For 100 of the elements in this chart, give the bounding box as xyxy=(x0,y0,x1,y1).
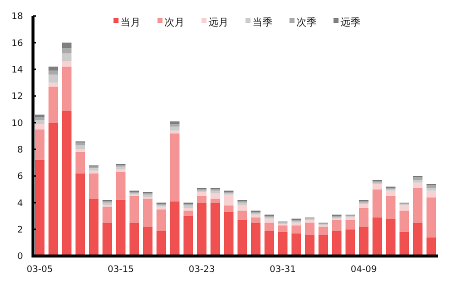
bar xyxy=(413,180,422,183)
bar xyxy=(35,120,44,124)
y-tick-label: 0 xyxy=(17,252,24,262)
bar xyxy=(89,168,98,171)
bar xyxy=(35,160,44,256)
bar xyxy=(292,225,301,234)
bar xyxy=(372,184,382,190)
bar xyxy=(386,190,396,196)
bar xyxy=(264,230,274,256)
bar xyxy=(48,82,58,87)
bar xyxy=(238,205,247,211)
bar xyxy=(318,226,328,235)
bar xyxy=(278,232,288,256)
bar xyxy=(264,222,274,231)
bar xyxy=(210,198,220,203)
bar xyxy=(76,149,85,152)
bar xyxy=(413,182,422,188)
legend-label: 次季 xyxy=(296,16,316,28)
bar xyxy=(210,190,220,194)
bar xyxy=(62,42,72,48)
legend-label: 当季 xyxy=(252,16,272,28)
bar xyxy=(35,117,44,120)
bar xyxy=(278,225,288,232)
bar xyxy=(184,216,193,256)
bar xyxy=(116,169,126,172)
legend-label: 远季 xyxy=(340,16,360,28)
bar xyxy=(170,133,180,202)
bar xyxy=(346,217,355,220)
bar xyxy=(251,214,260,218)
bar xyxy=(48,86,58,123)
bar xyxy=(224,205,234,212)
y-tick-label: 2 xyxy=(17,225,23,236)
bar xyxy=(413,177,422,180)
legend-label: 远月 xyxy=(208,16,228,28)
bar xyxy=(170,130,180,134)
y-tick-label: 14 xyxy=(12,65,24,76)
bar xyxy=(170,124,180,127)
bar xyxy=(184,208,193,211)
x-tick-label: 03-05 xyxy=(26,265,53,275)
y-tick-label: 16 xyxy=(12,38,24,49)
bar xyxy=(156,206,166,210)
bar xyxy=(386,218,396,256)
bar xyxy=(305,222,314,235)
y-tick-label: 4 xyxy=(17,198,24,209)
x-tick-label: 03-15 xyxy=(108,265,134,275)
bar xyxy=(102,206,112,223)
bar xyxy=(400,205,409,211)
bar xyxy=(332,220,342,231)
x-tick-label: 03-31 xyxy=(270,265,296,275)
bar xyxy=(76,142,85,146)
bar xyxy=(184,205,193,208)
bar xyxy=(238,202,247,206)
bar xyxy=(76,173,85,256)
bar xyxy=(130,222,139,256)
bar xyxy=(102,202,112,206)
bar xyxy=(197,202,206,256)
bar xyxy=(372,189,382,218)
bar xyxy=(426,188,436,191)
bar xyxy=(48,122,58,256)
bar xyxy=(251,222,260,256)
bar xyxy=(400,232,409,256)
bar xyxy=(372,217,382,256)
legend-label: 当月 xyxy=(120,16,140,28)
bar xyxy=(143,198,152,227)
bar xyxy=(170,201,180,256)
bar xyxy=(238,220,247,256)
bar xyxy=(170,121,180,124)
bar xyxy=(62,110,72,256)
bar xyxy=(156,209,166,231)
bar xyxy=(102,222,112,256)
x-tick-label: 03-23 xyxy=(188,265,215,275)
bar xyxy=(359,226,368,256)
bar xyxy=(210,193,220,199)
bar xyxy=(35,114,44,118)
y-tick-label: 12 xyxy=(12,92,23,102)
bar xyxy=(292,233,301,256)
bar xyxy=(89,173,98,199)
bar xyxy=(170,126,180,131)
bar xyxy=(264,218,274,223)
bar xyxy=(400,210,409,232)
bar xyxy=(346,220,355,230)
bar xyxy=(426,237,436,256)
bar xyxy=(426,190,436,198)
bar xyxy=(62,53,72,62)
bar xyxy=(156,230,166,256)
bar xyxy=(76,152,85,174)
bar xyxy=(89,198,98,256)
bar xyxy=(359,204,368,208)
bar xyxy=(332,230,342,256)
bar xyxy=(62,48,72,54)
bar xyxy=(184,210,193,216)
bar xyxy=(197,192,206,196)
bar xyxy=(318,234,328,256)
bar xyxy=(224,194,234,206)
bar xyxy=(292,222,301,226)
bar xyxy=(116,172,126,200)
bar xyxy=(413,222,422,256)
y-tick-label: 8 xyxy=(17,145,24,156)
bar xyxy=(48,74,58,83)
bar xyxy=(413,188,422,223)
